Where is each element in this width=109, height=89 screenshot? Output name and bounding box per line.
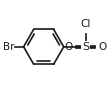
Text: Cl: Cl — [80, 19, 91, 29]
Text: O: O — [65, 42, 73, 52]
Text: O: O — [98, 42, 107, 52]
Text: S: S — [82, 42, 89, 52]
Text: Br: Br — [3, 42, 14, 52]
